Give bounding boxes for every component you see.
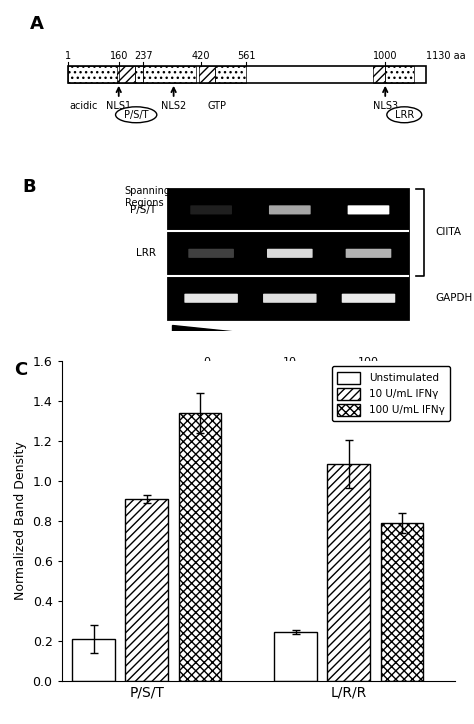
FancyBboxPatch shape (347, 206, 389, 214)
Text: NLS1: NLS1 (106, 101, 131, 111)
Text: 561: 561 (237, 51, 255, 61)
Bar (126, 499, 168, 681)
Bar (68, 66, 118, 83)
Text: 100: 100 (358, 357, 379, 366)
FancyBboxPatch shape (342, 294, 395, 303)
Text: CIITA: CIITA (435, 227, 461, 237)
Text: 160: 160 (109, 51, 128, 61)
Bar (117, 66, 135, 83)
Text: NLS2: NLS2 (161, 101, 186, 111)
Text: acidic: acidic (70, 101, 98, 111)
Bar (143, 66, 195, 83)
Text: Spanning
Regions: Spanning Regions (125, 186, 171, 209)
Bar (215, 66, 246, 83)
Bar (385, 66, 414, 83)
Text: 0: 0 (204, 357, 210, 366)
FancyBboxPatch shape (267, 249, 313, 258)
FancyBboxPatch shape (269, 206, 310, 214)
FancyBboxPatch shape (184, 294, 238, 303)
Bar (179, 413, 221, 681)
FancyBboxPatch shape (188, 249, 234, 258)
FancyBboxPatch shape (263, 294, 317, 303)
Text: A: A (30, 15, 44, 33)
Bar (385, 66, 414, 83)
Text: 1130 aa: 1130 aa (427, 51, 466, 61)
Text: 420: 420 (192, 51, 210, 61)
Bar (199, 66, 215, 83)
Text: P/S/T: P/S/T (124, 110, 148, 119)
Text: 1: 1 (65, 51, 72, 61)
Bar (168, 189, 408, 319)
Bar (373, 66, 385, 83)
FancyBboxPatch shape (346, 249, 392, 258)
Text: GAPDH: GAPDH (435, 293, 473, 303)
Text: B: B (22, 178, 36, 196)
Text: P/S/T: P/S/T (130, 205, 156, 215)
Text: 10: 10 (283, 357, 297, 366)
Bar (68, 66, 118, 83)
Bar (373, 66, 385, 83)
Legend: Unstimulated, 10 U/mL IFNγ, 100 U/mL IFNγ: Unstimulated, 10 U/mL IFNγ, 100 U/mL IFN… (332, 366, 450, 421)
Text: 237: 237 (134, 51, 153, 61)
Bar (143, 66, 195, 83)
Ellipse shape (387, 107, 422, 123)
Text: GTP: GTP (208, 101, 227, 111)
Polygon shape (172, 325, 404, 349)
Text: LRR: LRR (136, 248, 156, 258)
Bar (117, 66, 135, 83)
Text: NLS3: NLS3 (373, 101, 398, 111)
Text: IFN$\gamma$ (U/mL): IFN$\gamma$ (U/mL) (255, 379, 325, 396)
Bar (328, 464, 370, 681)
Text: 1000: 1000 (373, 51, 398, 61)
Bar (135, 66, 143, 83)
Bar (135, 66, 143, 83)
Text: C: C (14, 361, 27, 379)
Y-axis label: Normalized Band Density: Normalized Band Density (14, 442, 27, 600)
Bar (68, 66, 427, 83)
Bar (72, 639, 115, 681)
Bar (274, 631, 317, 681)
Bar (199, 66, 215, 83)
Bar (215, 66, 246, 83)
Text: LRR: LRR (395, 110, 414, 119)
FancyBboxPatch shape (190, 206, 232, 214)
Bar (381, 523, 423, 681)
Ellipse shape (116, 107, 157, 123)
